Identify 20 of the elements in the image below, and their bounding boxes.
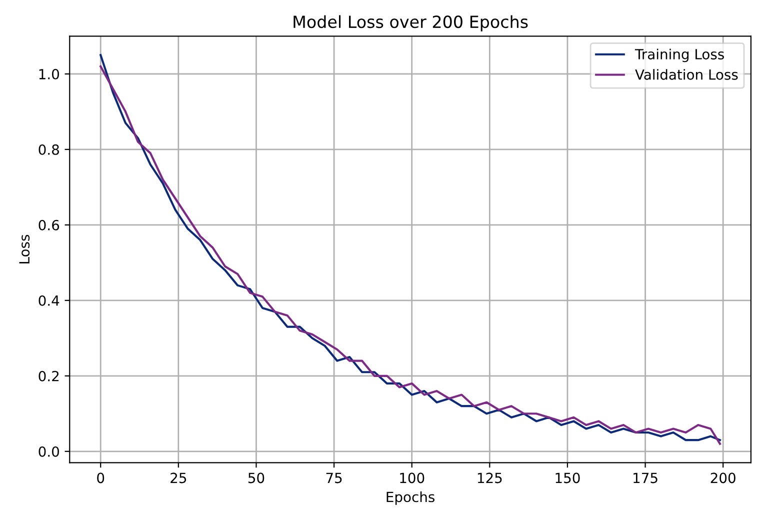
x-tick-label: 75: [326, 472, 342, 484]
y-tick-label: 0.2: [38, 370, 59, 382]
y-tick-label: 0.0: [38, 446, 59, 457]
x-tick-label: 0: [97, 472, 104, 484]
y-axis-title: Loss: [19, 234, 30, 264]
x-tick-label: 25: [170, 472, 186, 484]
x-tick-label: 125: [478, 472, 502, 484]
chart-title: Model Loss over 200 Epochs: [294, 15, 528, 32]
x-tick-label: 100: [400, 472, 424, 484]
y-tick-label: 1.0: [39, 68, 59, 80]
legend-label: Training Loss: [634, 48, 724, 62]
x-tick-label: 50: [248, 472, 264, 484]
x-axis-title: Epochs: [386, 491, 434, 505]
x-tick-label: 150: [556, 472, 580, 484]
x-tick-label: 175: [634, 472, 658, 484]
y-tick-label: 0.8: [38, 144, 59, 155]
y-tick-label: 0.6: [38, 220, 60, 230]
legend-label: Validation Loss: [635, 69, 738, 80]
x-tick-label: 200: [710, 472, 736, 484]
y-tick-label: 0.4: [38, 295, 60, 306]
